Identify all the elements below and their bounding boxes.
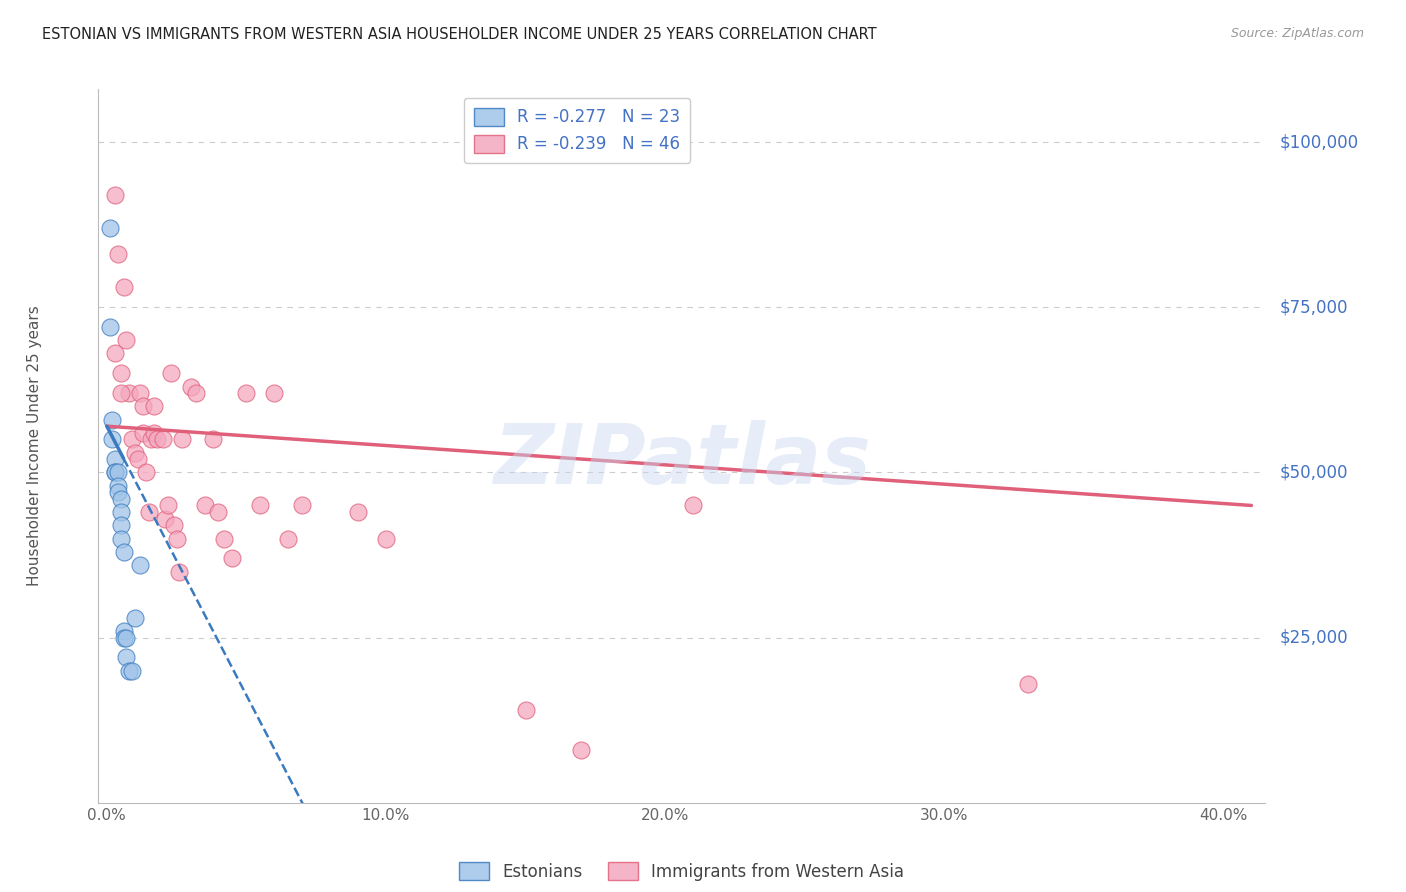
Point	[129, 558, 152, 572]
Point	[107, 478, 129, 492]
Point	[212, 532, 235, 546]
Point	[98, 221, 121, 235]
Point	[207, 505, 229, 519]
Point	[141, 433, 163, 447]
Point	[163, 518, 186, 533]
Point	[98, 320, 121, 334]
Point	[124, 445, 146, 459]
Point	[263, 386, 285, 401]
Point	[184, 386, 207, 401]
Point	[101, 412, 124, 426]
Point	[118, 664, 141, 678]
Point	[157, 499, 180, 513]
Text: $25,000: $25,000	[1279, 629, 1348, 647]
Point	[515, 703, 537, 717]
Point	[121, 664, 143, 678]
Point	[277, 532, 299, 546]
Point	[110, 491, 132, 506]
Point	[132, 425, 155, 440]
Point	[180, 379, 202, 393]
Text: Householder Income Under 25 years: Householder Income Under 25 years	[27, 306, 42, 586]
Point	[115, 650, 138, 665]
Point	[107, 466, 129, 480]
Point	[118, 386, 141, 401]
Point	[193, 499, 215, 513]
Point	[104, 188, 127, 202]
Point	[124, 611, 146, 625]
Text: Source: ZipAtlas.com: Source: ZipAtlas.com	[1230, 27, 1364, 40]
Point	[104, 466, 127, 480]
Point	[110, 532, 132, 546]
Text: $75,000: $75,000	[1279, 298, 1348, 317]
Point	[115, 631, 138, 645]
Point	[110, 386, 132, 401]
Point	[571, 743, 593, 757]
Point	[104, 466, 127, 480]
Point	[112, 631, 135, 645]
Point	[110, 505, 132, 519]
Point	[155, 511, 177, 525]
Point	[152, 433, 174, 447]
Point	[127, 452, 149, 467]
Point	[291, 499, 314, 513]
Point	[115, 333, 138, 347]
Point	[107, 485, 129, 500]
Point	[172, 433, 194, 447]
Point	[110, 518, 132, 533]
Point	[1017, 677, 1039, 691]
Point	[104, 346, 127, 360]
Point	[110, 367, 132, 381]
Point	[221, 551, 243, 566]
Text: $50,000: $50,000	[1279, 464, 1348, 482]
Text: $100,000: $100,000	[1279, 133, 1358, 151]
Point	[160, 367, 183, 381]
Point	[138, 505, 160, 519]
Point	[112, 624, 135, 638]
Legend: Estonians, Immigrants from Western Asia: Estonians, Immigrants from Western Asia	[453, 855, 911, 888]
Point	[146, 433, 169, 447]
Point	[107, 247, 129, 261]
Point	[166, 532, 188, 546]
Point	[112, 545, 135, 559]
Point	[375, 532, 398, 546]
Point	[235, 386, 257, 401]
Point	[249, 499, 271, 513]
Point	[143, 400, 166, 414]
Point	[143, 425, 166, 440]
Point	[135, 466, 157, 480]
Point	[129, 386, 152, 401]
Point	[101, 433, 124, 447]
Point	[132, 400, 155, 414]
Text: ESTONIAN VS IMMIGRANTS FROM WESTERN ASIA HOUSEHOLDER INCOME UNDER 25 YEARS CORRE: ESTONIAN VS IMMIGRANTS FROM WESTERN ASIA…	[42, 27, 877, 42]
Point	[169, 565, 191, 579]
Text: ZIPatlas: ZIPatlas	[494, 420, 870, 500]
Point	[104, 452, 127, 467]
Point	[682, 499, 704, 513]
Point	[347, 505, 370, 519]
Point	[121, 433, 143, 447]
Point	[201, 433, 224, 447]
Point	[112, 280, 135, 294]
